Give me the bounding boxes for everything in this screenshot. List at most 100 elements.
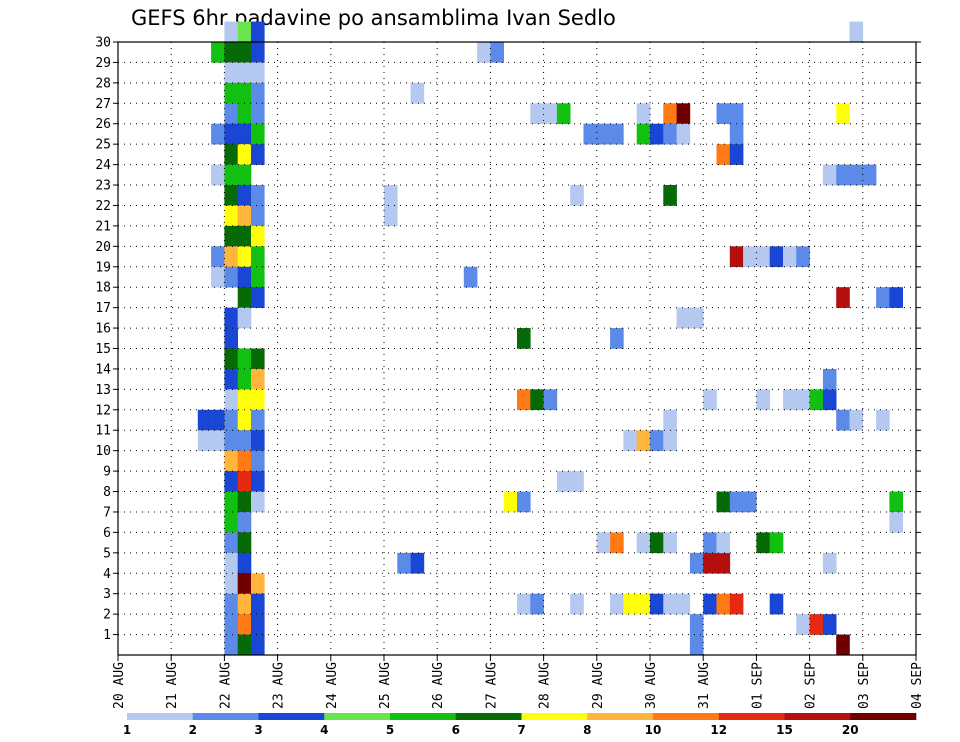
heatmap-cell bbox=[729, 103, 744, 125]
heatmap-cell bbox=[384, 185, 398, 206]
heatmap-cell bbox=[211, 42, 225, 63]
x-tick-label: 31 AUG bbox=[697, 662, 712, 709]
colorbar-swatch bbox=[455, 713, 522, 720]
heatmap-cell bbox=[397, 552, 411, 574]
y-tick-label: 4 bbox=[103, 567, 111, 582]
y-tick-label: 3 bbox=[103, 587, 111, 602]
heatmap-cell bbox=[517, 491, 531, 513]
heatmap-cell bbox=[490, 42, 504, 63]
x-tick-label: 04 SEP bbox=[910, 662, 925, 709]
heatmap-cell bbox=[756, 389, 770, 411]
heatmap-cell bbox=[530, 389, 544, 411]
heatmap-cell bbox=[703, 532, 717, 554]
heatmap-cell bbox=[237, 552, 252, 574]
x-tick-label: 01 SEP bbox=[750, 662, 765, 709]
heatmap-cell bbox=[729, 123, 744, 145]
heatmap-cell bbox=[211, 246, 225, 268]
y-tick-label: 9 bbox=[103, 465, 111, 480]
heatmap-cell bbox=[224, 389, 238, 411]
heatmap-cell bbox=[636, 430, 651, 451]
heatmap-cell bbox=[543, 103, 558, 125]
colorbar-swatch bbox=[390, 713, 457, 720]
heatmap-cell bbox=[517, 593, 531, 615]
heatmap-cell bbox=[809, 614, 824, 635]
heatmap-cell bbox=[689, 307, 704, 329]
x-tick-label: 26 AUG bbox=[431, 662, 446, 709]
heatmap-cell bbox=[836, 164, 850, 186]
heatmap-cell bbox=[822, 368, 837, 390]
y-tick-label: 8 bbox=[103, 485, 111, 500]
heatmap-cell bbox=[251, 205, 265, 227]
heatmap-cell bbox=[237, 368, 252, 390]
gridlines bbox=[118, 42, 916, 655]
colorbar-swatch bbox=[653, 713, 720, 720]
heatmap-cell bbox=[716, 532, 731, 554]
x-tick-label: 28 AUG bbox=[538, 662, 553, 709]
heatmap-cell bbox=[703, 552, 717, 574]
heatmap-cell bbox=[836, 103, 850, 125]
x-tick-label: 27 AUG bbox=[484, 662, 499, 709]
heatmap-cell bbox=[224, 42, 238, 63]
heatmap-cell bbox=[237, 430, 252, 451]
heatmap-cell bbox=[237, 164, 252, 186]
heatmap-cells bbox=[197, 21, 903, 656]
colorbar-label: 8 bbox=[583, 723, 591, 737]
heatmap-cell bbox=[689, 614, 704, 635]
y-tick-label: 17 bbox=[95, 301, 111, 316]
heatmap-cell bbox=[237, 532, 252, 554]
heatmap-cell bbox=[237, 42, 252, 63]
heatmap-cell bbox=[703, 593, 717, 615]
heatmap-cell bbox=[224, 307, 238, 329]
heatmap-cell bbox=[251, 634, 265, 656]
heatmap-cell bbox=[610, 328, 624, 349]
heatmap-cell bbox=[796, 246, 810, 268]
heatmap-cell bbox=[224, 225, 238, 247]
heatmap-cell bbox=[756, 532, 770, 554]
heatmap-cell bbox=[251, 573, 265, 594]
y-tick-label: 10 bbox=[95, 444, 111, 459]
y-tick-label: 11 bbox=[95, 424, 111, 439]
heatmap-cell bbox=[729, 593, 744, 615]
heatmap-cell bbox=[822, 614, 837, 635]
heatmap-cell bbox=[251, 266, 265, 288]
heatmap-cell bbox=[224, 532, 238, 554]
heatmap-cell bbox=[849, 409, 864, 431]
heatmap-cell bbox=[211, 266, 225, 288]
heatmap-cell bbox=[224, 82, 238, 104]
y-tick-label: 25 bbox=[95, 138, 111, 153]
heatmap-cell bbox=[729, 246, 744, 268]
y-tick-label: 23 bbox=[95, 179, 111, 194]
heatmap-cell bbox=[769, 246, 784, 268]
heatmap-cell bbox=[251, 348, 265, 370]
heatmap-cell bbox=[224, 552, 238, 574]
heatmap-cell bbox=[251, 491, 265, 513]
y-tick-label: 22 bbox=[95, 199, 111, 214]
heatmap-cell bbox=[251, 368, 265, 390]
colorbar-swatch bbox=[324, 713, 391, 720]
colorbar-label: 4 bbox=[320, 723, 328, 737]
y-tick-label: 12 bbox=[95, 403, 111, 418]
heatmap-cell bbox=[251, 593, 265, 615]
heatmap-cell bbox=[237, 471, 252, 492]
y-tick-label: 24 bbox=[95, 158, 111, 173]
heatmap-cell bbox=[251, 246, 265, 268]
heatmap-cell bbox=[224, 21, 238, 43]
y-tick-label: 2 bbox=[103, 608, 111, 623]
heatmap-cell bbox=[237, 185, 252, 206]
x-tick-label: 25 AUG bbox=[378, 662, 393, 709]
heatmap-cell bbox=[663, 409, 677, 431]
heatmap-cell bbox=[809, 389, 824, 411]
heatmap-cell bbox=[224, 164, 238, 186]
heatmap-cell bbox=[769, 532, 784, 554]
heatmap-cell bbox=[224, 614, 238, 635]
heatmap-cell bbox=[237, 123, 252, 145]
heatmap-cell bbox=[610, 532, 624, 554]
heatmap-cell bbox=[237, 614, 252, 635]
heatmap-cell bbox=[889, 491, 903, 513]
x-tick-label: 20 AUG bbox=[112, 662, 127, 709]
heatmap-cell bbox=[663, 593, 677, 615]
heatmap-cell bbox=[743, 491, 757, 513]
heatmap-cell bbox=[251, 614, 265, 635]
heatmap-cell bbox=[849, 21, 864, 43]
heatmap-cell bbox=[237, 307, 252, 329]
